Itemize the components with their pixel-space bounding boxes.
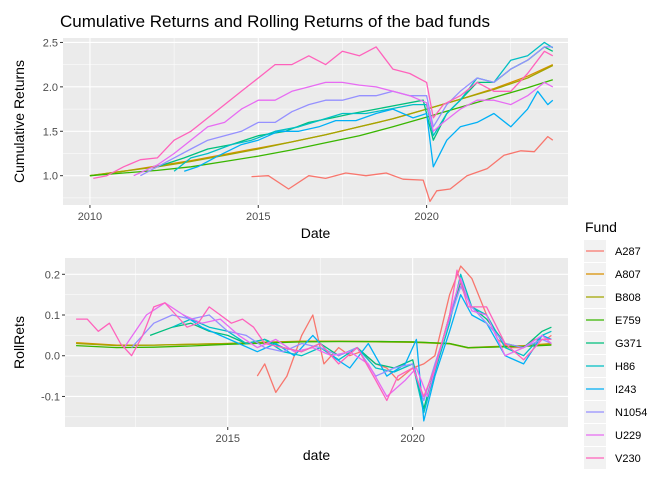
x-tick-label: 2010 (78, 211, 102, 223)
series-line-e759 (76, 340, 552, 349)
legend-label-u229: U229 (615, 430, 641, 442)
legend-label-g371: G371 (615, 338, 642, 350)
series-line-u229 (133, 81, 554, 177)
y-tick-label: 0.1 (45, 310, 60, 322)
y-tick-label: 1.0 (43, 171, 58, 183)
legend-label-a807: A807 (615, 269, 641, 281)
chart-title: Cumulative Returns and Rolling Returns o… (60, 12, 490, 31)
series-line-g371 (149, 281, 552, 410)
x-tick-label: 2020 (400, 433, 424, 445)
y-tick-label: 2.5 (43, 37, 58, 49)
top-panel-ticks: 2010 2015 2020 1.0 1.5 2.0 2.5 (43, 37, 439, 223)
top-y-axis-title: Cumulative Returns (11, 60, 27, 183)
y-tick-label: 2.0 (43, 82, 58, 94)
top-x-axis-title: Date (301, 225, 331, 241)
series-line-i243 (183, 294, 552, 422)
legend: Fund A287 A807 B808 E759 G371 H86 I243 N1054 U22… (584, 219, 647, 469)
bottom-y-axis-title: RollRets (11, 316, 27, 369)
legend-label-a287: A287 (615, 246, 641, 258)
series-line-v230 (76, 269, 552, 402)
series-line-h86 (173, 41, 554, 172)
series-line-v230 (93, 46, 554, 180)
bottom-panel: 2015 2020 -0.1 0.0 0.1 0.2 date RollRets (11, 258, 568, 463)
top-panel: 2010 2015 2020 1.0 1.5 2.0 2.5 Date Cumulative… (11, 37, 568, 241)
top-panel-series (89, 41, 554, 203)
series-line-u229 (123, 277, 552, 398)
bottom-x-axis-title: date (303, 447, 330, 463)
bottom-panel-background (65, 258, 568, 427)
bottom-panel-ticks: 2015 2020 -0.1 0.0 0.1 0.2 (41, 269, 425, 445)
series-line-i243 (183, 90, 554, 172)
series-line-b808 (89, 64, 554, 177)
series-line-n1054 (140, 46, 553, 177)
top-panel-gridlines (63, 38, 568, 205)
x-tick-label: 2020 (414, 211, 438, 223)
legend-label-i243: I243 (615, 384, 636, 396)
bottom-panel-gridlines (65, 258, 568, 427)
legend-label-e759: E759 (615, 315, 641, 327)
y-tick-label: 0.0 (45, 351, 60, 363)
legend-label-v230: V230 (615, 453, 641, 465)
x-tick-label: 2015 (246, 211, 270, 223)
bottom-panel-series (76, 265, 552, 422)
series-line-n1054 (131, 285, 552, 402)
y-tick-label: -0.1 (41, 391, 60, 403)
legend-title: Fund (585, 219, 617, 235)
y-tick-label: 0.2 (45, 269, 60, 281)
y-tick-label: 1.5 (43, 126, 58, 138)
legend-label-b808: B808 (615, 292, 641, 304)
x-tick-label: 2015 (215, 433, 239, 445)
legend-label-n1054: N1054 (615, 407, 647, 419)
legend-label-h86: H86 (615, 361, 635, 373)
series-line-a287 (251, 135, 554, 203)
